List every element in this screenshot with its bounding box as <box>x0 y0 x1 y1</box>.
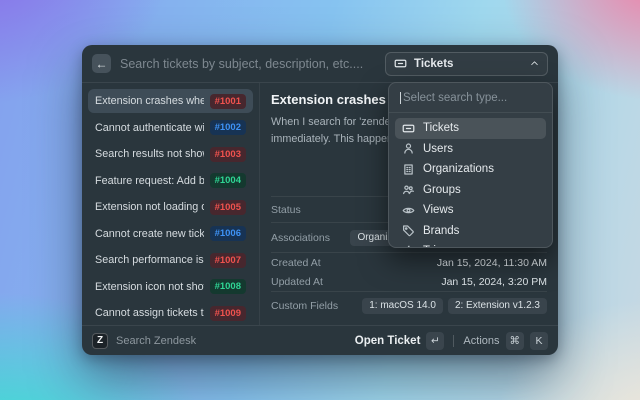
actions-menu-button[interactable]: Actions <box>463 334 500 347</box>
list-detail-divider <box>259 83 260 325</box>
arrow-left-icon: ← <box>95 56 108 71</box>
ticket-id-badge: #1004 <box>209 173 246 188</box>
option-label: Organizations <box>423 163 494 176</box>
chevron-up-icon <box>530 59 539 68</box>
ticket-list-item[interactable]: Extension crashes when se... #1001 <box>88 89 253 113</box>
ticket-list-item[interactable]: Search performance is very... #1007 <box>88 248 253 272</box>
ticket-title: Search results not showing... <box>95 148 204 160</box>
user-icon <box>402 142 415 155</box>
ticket-list-item[interactable]: Feature request: Add bulk ti... #1004 <box>88 169 253 193</box>
text-cursor <box>400 92 401 104</box>
ticket-title: Extension not loading on st... <box>95 201 204 213</box>
zendesk-logo-icon: Z <box>92 332 108 349</box>
created-at-value: Jan 15, 2024, 11:30 AM <box>436 256 547 269</box>
footer-bar: Z Search Zendesk Open Ticket ↵ Actions ⌘… <box>82 326 558 355</box>
dropdown-placeholder: Select search type... <box>403 92 508 104</box>
ticket-list-item[interactable]: Cannot assign tickets to tea... #1009 <box>88 301 253 325</box>
custom-field-badge: 2: Extension v1.2.3 <box>447 297 547 314</box>
search-type-label: Tickets <box>414 57 454 70</box>
bolt-icon <box>402 245 415 247</box>
open-ticket-action[interactable]: Open Ticket <box>354 334 421 347</box>
search-type-dropdown-button[interactable]: Tickets <box>385 51 548 76</box>
option-label: Tickets <box>423 122 459 135</box>
created-at-label: Created At <box>271 256 321 269</box>
building-icon <box>402 163 415 176</box>
option-label: Groups <box>423 183 461 196</box>
ticket-id-badge: #1007 <box>209 252 246 268</box>
custom-fields-label: Custom Fields <box>271 299 339 312</box>
command-palette-window: ← Search tickets by subject, description… <box>82 45 558 355</box>
updated-at-value: Jan 15, 2024, 3:20 PM <box>441 275 547 288</box>
status-label: Status <box>271 203 301 216</box>
header-divider <box>82 82 558 83</box>
search-input[interactable]: Search tickets by subject, description, … <box>120 56 364 71</box>
metadata-divider <box>271 252 547 253</box>
ticket-title: Cannot assign tickets to tea... <box>95 307 204 319</box>
main-content: Extension crashes when se... #1001 Canno… <box>82 83 558 325</box>
option-label: Users <box>423 142 454 155</box>
ticket-list: Extension crashes when se... #1001 Canno… <box>82 83 259 325</box>
dropdown-divider <box>389 112 552 113</box>
custom-field-badge: 1: macOS 14.0 <box>362 297 443 314</box>
custom-field-badges: 1: macOS 14.0 2: Extension v1.2.3 <box>362 297 547 314</box>
ticket-icon <box>394 57 407 70</box>
option-label: Brands <box>423 224 460 237</box>
dropdown-option-brands[interactable]: Brands <box>395 221 546 242</box>
metadata-divider <box>271 291 547 292</box>
eye-icon <box>402 204 415 217</box>
dropdown-option-views[interactable]: Views <box>395 200 546 221</box>
ticket-id-badge: #1009 <box>209 305 246 321</box>
dropdown-option-triggers[interactable]: Triggers <box>395 241 546 247</box>
dropdown-option-users[interactable]: Users <box>395 139 546 160</box>
updated-at-label: Updated At <box>271 275 323 288</box>
ticket-title: Cannot authenticate with Z... <box>95 121 204 134</box>
ticket-list-item[interactable]: Extension not loading on st... #1005 <box>88 195 253 219</box>
search-header: ← Search tickets by subject, description… <box>82 45 558 82</box>
custom-fields-row: Custom Fields 1: macOS 14.0 2: Extension… <box>271 292 547 319</box>
detail-description-line: immediately. This happens <box>271 132 399 145</box>
dropdown-option-organizations[interactable]: Organizations <box>395 159 546 180</box>
ticket-title: Extension crashes when se... <box>95 95 204 107</box>
option-label: Triggers <box>423 245 465 247</box>
ticket-id-badge: #1006 <box>209 226 246 241</box>
created-at-row: Created At Jan 15, 2024, 11:30 AM <box>271 253 547 272</box>
status-row: Status <box>271 197 547 222</box>
search-type-dropdown-panel: Select search type... Tickets Users Org <box>388 82 553 248</box>
ticket-list-item[interactable]: Search results not showing... #1003 <box>88 142 253 166</box>
dropdown-option-tickets[interactable]: Tickets <box>395 118 546 139</box>
updated-at-row: Updated At Jan 15, 2024, 3:20 PM <box>271 272 547 291</box>
ticket-id-badge: #1002 <box>209 120 246 135</box>
ticket-id-badge: #1003 <box>209 146 246 162</box>
detail-description-line: When I search for 'zendes <box>271 116 397 128</box>
associations-label: Associations <box>271 231 330 244</box>
ticket-id-badge: #1005 <box>209 199 246 215</box>
k-key-icon: K <box>530 331 548 350</box>
return-key-icon: ↵ <box>426 331 445 350</box>
ticket-list-item[interactable]: Cannot create new tickets f... #1006 <box>88 222 253 246</box>
ticket-id-badge: #1001 <box>209 93 246 109</box>
ticket-icon <box>402 122 415 135</box>
ticket-id-badge: #1008 <box>209 279 246 294</box>
command-key-icon: ⌘ <box>505 331 524 350</box>
option-label: Views <box>423 204 454 217</box>
footer-actions: Open Ticket ↵ Actions ⌘ K <box>354 331 548 350</box>
detail-title: Extension crashes w <box>271 92 400 107</box>
dropdown-options: Tickets Users Organizations Groups <box>389 113 552 247</box>
dropdown-option-groups[interactable]: Groups <box>395 180 546 201</box>
extension-name: Search Zendesk <box>116 334 197 347</box>
ticket-title: Feature request: Add bulk ti... <box>95 174 204 187</box>
back-button[interactable]: ← <box>92 54 111 73</box>
footer-divider <box>82 325 558 326</box>
tag-icon <box>402 224 415 237</box>
ticket-title: Cannot create new tickets f... <box>95 227 204 240</box>
ticket-list-item[interactable]: Cannot authenticate with Z... #1002 <box>88 116 253 140</box>
footer-separator <box>453 334 455 347</box>
ticket-list-item[interactable]: Extension icon not showing... #1008 <box>88 275 253 299</box>
group-icon <box>402 183 415 196</box>
dropdown-search-input[interactable]: Select search type... <box>389 83 552 112</box>
ticket-title: Search performance is very... <box>95 254 204 266</box>
ticket-title: Extension icon not showing... <box>95 280 204 293</box>
